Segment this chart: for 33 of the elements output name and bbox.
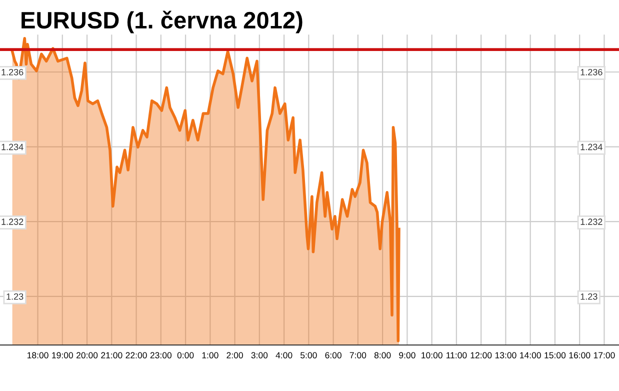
x-tick-label: 23:00 [150, 352, 172, 358]
y2-tick-label: 1.232 [580, 218, 602, 225]
x-tick-label: 17:00 [594, 352, 615, 358]
x-tick-label: 14:00 [520, 352, 541, 358]
x-tick-label: 19:00 [52, 352, 73, 358]
x-tick-label: 5:00 [300, 352, 317, 358]
x-tick-label: 9:00 [399, 352, 416, 358]
x-tick-label: 3:00 [251, 352, 268, 358]
x-tick-label: 2:00 [226, 352, 243, 358]
x-tick-label: 8:00 [374, 352, 391, 358]
x-tick-label: 12:00 [470, 352, 492, 358]
x-tick-label: 1:00 [202, 352, 218, 358]
x-tick-label: 10:00 [422, 352, 442, 358]
x-tick-label: 15:00 [544, 352, 566, 358]
y-tick-label: 1.234 [2, 144, 24, 150]
x-tick-label: 21:00 [101, 352, 122, 358]
x-tick-label: 11:00 [446, 352, 467, 358]
y-tick-label: 1.23 [6, 293, 24, 300]
y2-tick-label: 1.234 [580, 144, 602, 150]
x-tick-label: 0:00 [177, 352, 194, 358]
x-tick-label: 22:00 [126, 352, 147, 358]
y-tick-label: 1.232 [2, 218, 24, 225]
y2-tick-label: 1.236 [580, 68, 602, 76]
chart-title: EURUSD (1. června 2012) [22, 10, 302, 34]
x-tick-label: 4:00 [276, 352, 292, 358]
x-tick-label: 7:00 [350, 352, 366, 358]
x-tick-label: 18:00 [27, 352, 48, 358]
x-tick-label: 6:00 [325, 352, 342, 358]
x-tick-label: 20:00 [76, 352, 98, 358]
x-tick-label: 16:00 [569, 352, 590, 358]
y-tick-label: 1.236 [2, 68, 24, 76]
y2-tick-label: 1.23 [580, 293, 598, 300]
x-tick-label: 13:00 [495, 352, 516, 358]
